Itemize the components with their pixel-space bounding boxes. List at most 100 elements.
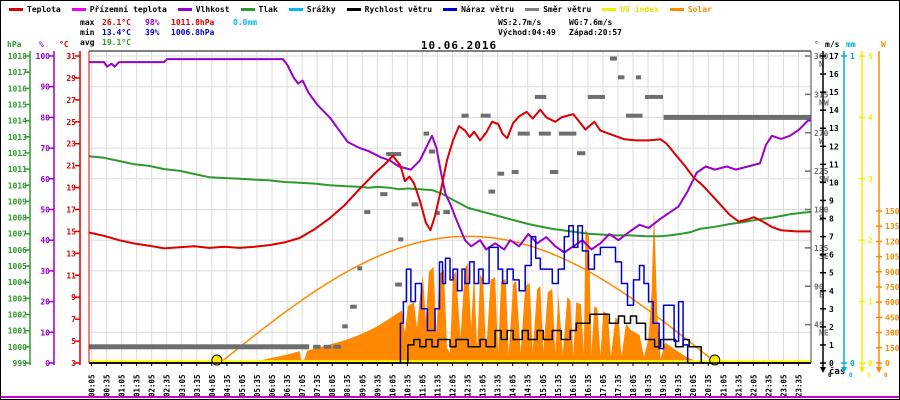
direction-tick-label: 270	[814, 129, 829, 138]
axis-tick-label: 27	[66, 96, 76, 105]
wind-direction-mark	[587, 94, 605, 99]
axis-tick-label: 1016	[8, 84, 27, 93]
axis-tick-label: 4	[829, 287, 834, 296]
legend-label: Přízemní teplota	[89, 5, 167, 14]
stats-max-humidity: 98%	[145, 18, 160, 27]
axis-tick-label: 10	[40, 328, 50, 337]
axis-tick-label: 1004	[8, 278, 27, 287]
axis-tick-label: 30	[40, 267, 50, 276]
axis-tick-label: 80	[40, 113, 50, 122]
axis-tick-label: 70	[40, 144, 50, 153]
x-tick-label: 14:35	[524, 374, 533, 397]
legend-swatch	[9, 8, 23, 11]
wind-direction-mark	[333, 344, 342, 349]
pressure-line	[88, 155, 812, 238]
axis-unit-label: W	[881, 40, 886, 49]
axis-tick-label: 3	[829, 305, 834, 314]
axis-tick-label: 13	[66, 249, 76, 258]
axis-tick-label: 3	[868, 175, 873, 184]
x-tick-label: 16:05	[569, 374, 578, 397]
axis-tick-label: 7	[829, 233, 834, 242]
axis-tick-label: 900	[885, 268, 899, 277]
wind-direction-mark	[480, 113, 491, 118]
x-tick-label: 08:05	[328, 374, 337, 397]
axis-tick-label: 60	[40, 175, 50, 184]
axis-tick-label: 450	[885, 313, 899, 322]
x-tick-label: 08:35	[343, 374, 352, 397]
wind-direction-mark	[644, 94, 663, 99]
axis-tick-label: 11	[829, 160, 839, 169]
axis-tick-label: 1001	[8, 327, 27, 336]
wind-direction-mark	[497, 171, 505, 176]
axis-tick-label: 1017	[8, 68, 27, 77]
axis-tick-label: 300	[885, 329, 899, 338]
x-tick-label: 00:05	[88, 374, 97, 397]
x-tick-label: 20:05	[689, 374, 698, 397]
axis-tick-label: 9	[829, 196, 834, 205]
x-tick-label: 09:05	[358, 374, 367, 397]
axis-unit-label: %	[39, 40, 44, 49]
axis-unit-label: mm	[846, 40, 856, 49]
axis-tick-label: 1002	[8, 311, 27, 320]
direction-compass-label: NW	[819, 98, 829, 107]
legend-swatch	[669, 8, 684, 11]
x-tick-label: 10:05	[388, 374, 397, 397]
axis-tick-label: 5	[71, 337, 76, 346]
legend-swatch	[443, 8, 458, 11]
solar-radiation-area	[248, 209, 702, 363]
wind-gust-max: WG:7.6m/s	[569, 18, 613, 27]
bottom-separator	[1, 396, 899, 398]
axis-tick-label: 1014	[8, 117, 27, 126]
x-tick-label: 11:35	[433, 374, 442, 397]
axis-tick-label: 1015	[8, 100, 27, 109]
wind-direction-mark	[364, 210, 371, 215]
axis-tick-label: 1013	[8, 133, 27, 142]
direction-compass-label: W	[819, 137, 824, 146]
axis-tick-label: 40	[40, 236, 50, 245]
axis-tick-label: 21	[66, 162, 76, 171]
wind-direction-mark	[635, 75, 642, 80]
x-tick-label: 18:05	[629, 374, 638, 397]
x-tick-label: 01:05	[118, 374, 127, 397]
wind-direction-mark	[461, 113, 469, 118]
stats-min-pressure: 1006.8hPa	[171, 28, 215, 37]
x-tick-label: 05:35	[253, 374, 262, 397]
axis-zero-label: 0	[849, 372, 853, 379]
sunset-time: Západ:20:57	[569, 28, 622, 37]
wind-sun-summary: WS:2.7m/s WG:7.6m/s Východ:04:49 Západ:20:…	[498, 18, 622, 38]
x-tick-label: 03:05	[178, 374, 187, 397]
x-tick-label: 15:05	[539, 374, 548, 397]
axis-tick-label: 8	[829, 215, 834, 224]
axis-unit-label: °C	[59, 40, 69, 49]
legend-label: Teplota	[27, 5, 61, 14]
axis-tick-label: 999	[13, 359, 28, 368]
stats-max-label: max	[80, 18, 95, 27]
axis-tick-label: 0	[829, 359, 834, 368]
sunrise-time: Východ:04:49	[498, 28, 556, 37]
direction-tick-label: 225	[814, 167, 829, 176]
legend-swatch	[525, 8, 540, 11]
axis-tick-label: 7	[71, 315, 76, 324]
axis-tick-label: 0	[850, 359, 855, 368]
legend-swatch	[288, 8, 303, 11]
wind-direction-mark	[511, 169, 519, 174]
legend-item-teplota: Teplota	[9, 5, 61, 14]
x-tick-label: 23:05	[779, 374, 788, 397]
wind-direction-mark	[443, 210, 450, 215]
legend-swatch	[346, 8, 361, 11]
axis-tick-label: 1	[829, 341, 834, 350]
x-tick-label: 15:35	[554, 374, 563, 397]
stats-max-temp: 26.1°C	[102, 18, 131, 27]
stats-min-humidity: 39%	[145, 28, 160, 37]
axis-tick-label: 100	[36, 52, 51, 61]
legend-item-uv-index: UV index	[602, 5, 659, 14]
axis-tick-label: 1006	[8, 246, 27, 255]
legend-label: Rychlost větru	[364, 5, 433, 14]
legend-swatch	[177, 8, 192, 11]
stats-min-row: min 13.4°C 39% 1006.8hPa	[80, 28, 257, 38]
x-tick-label: 11:05	[418, 374, 427, 397]
axis-tick-label: 1005	[8, 262, 27, 271]
axis-tick-label: 2	[868, 236, 873, 245]
